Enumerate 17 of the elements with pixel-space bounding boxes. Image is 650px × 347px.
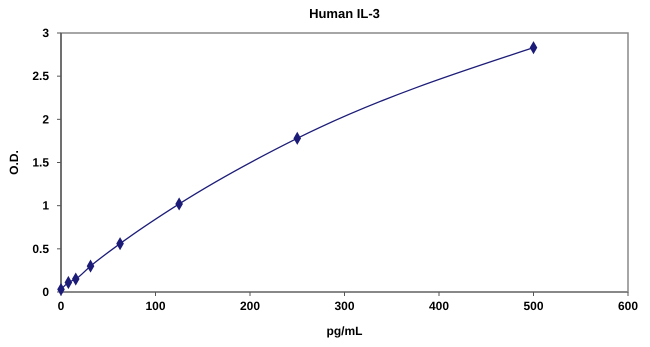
y-tick-label: 2.5 xyxy=(32,69,50,84)
x-tick-label: 600 xyxy=(618,299,638,313)
x-tick-label: 400 xyxy=(428,299,450,313)
y-tick-label: 1 xyxy=(42,198,50,213)
x-tick-label: 500 xyxy=(523,299,544,313)
y-tick-label: 0 xyxy=(42,285,50,299)
x-axis-title: pg/mL xyxy=(326,324,362,338)
y-axis-title: O.D. xyxy=(7,150,21,175)
y-tick-label: 2 xyxy=(42,112,50,126)
x-tick-label: 300 xyxy=(334,299,355,313)
x-tick-label: 100 xyxy=(145,299,166,313)
x-tick-label: 0 xyxy=(58,299,65,313)
x-tick-label: 200 xyxy=(240,299,260,313)
y-tick-label: 1.5 xyxy=(32,156,50,170)
y-tick-label: 0.5 xyxy=(32,242,50,256)
y-tick-label: 3 xyxy=(42,26,50,40)
chart-title: Human IL-3 xyxy=(309,6,380,21)
